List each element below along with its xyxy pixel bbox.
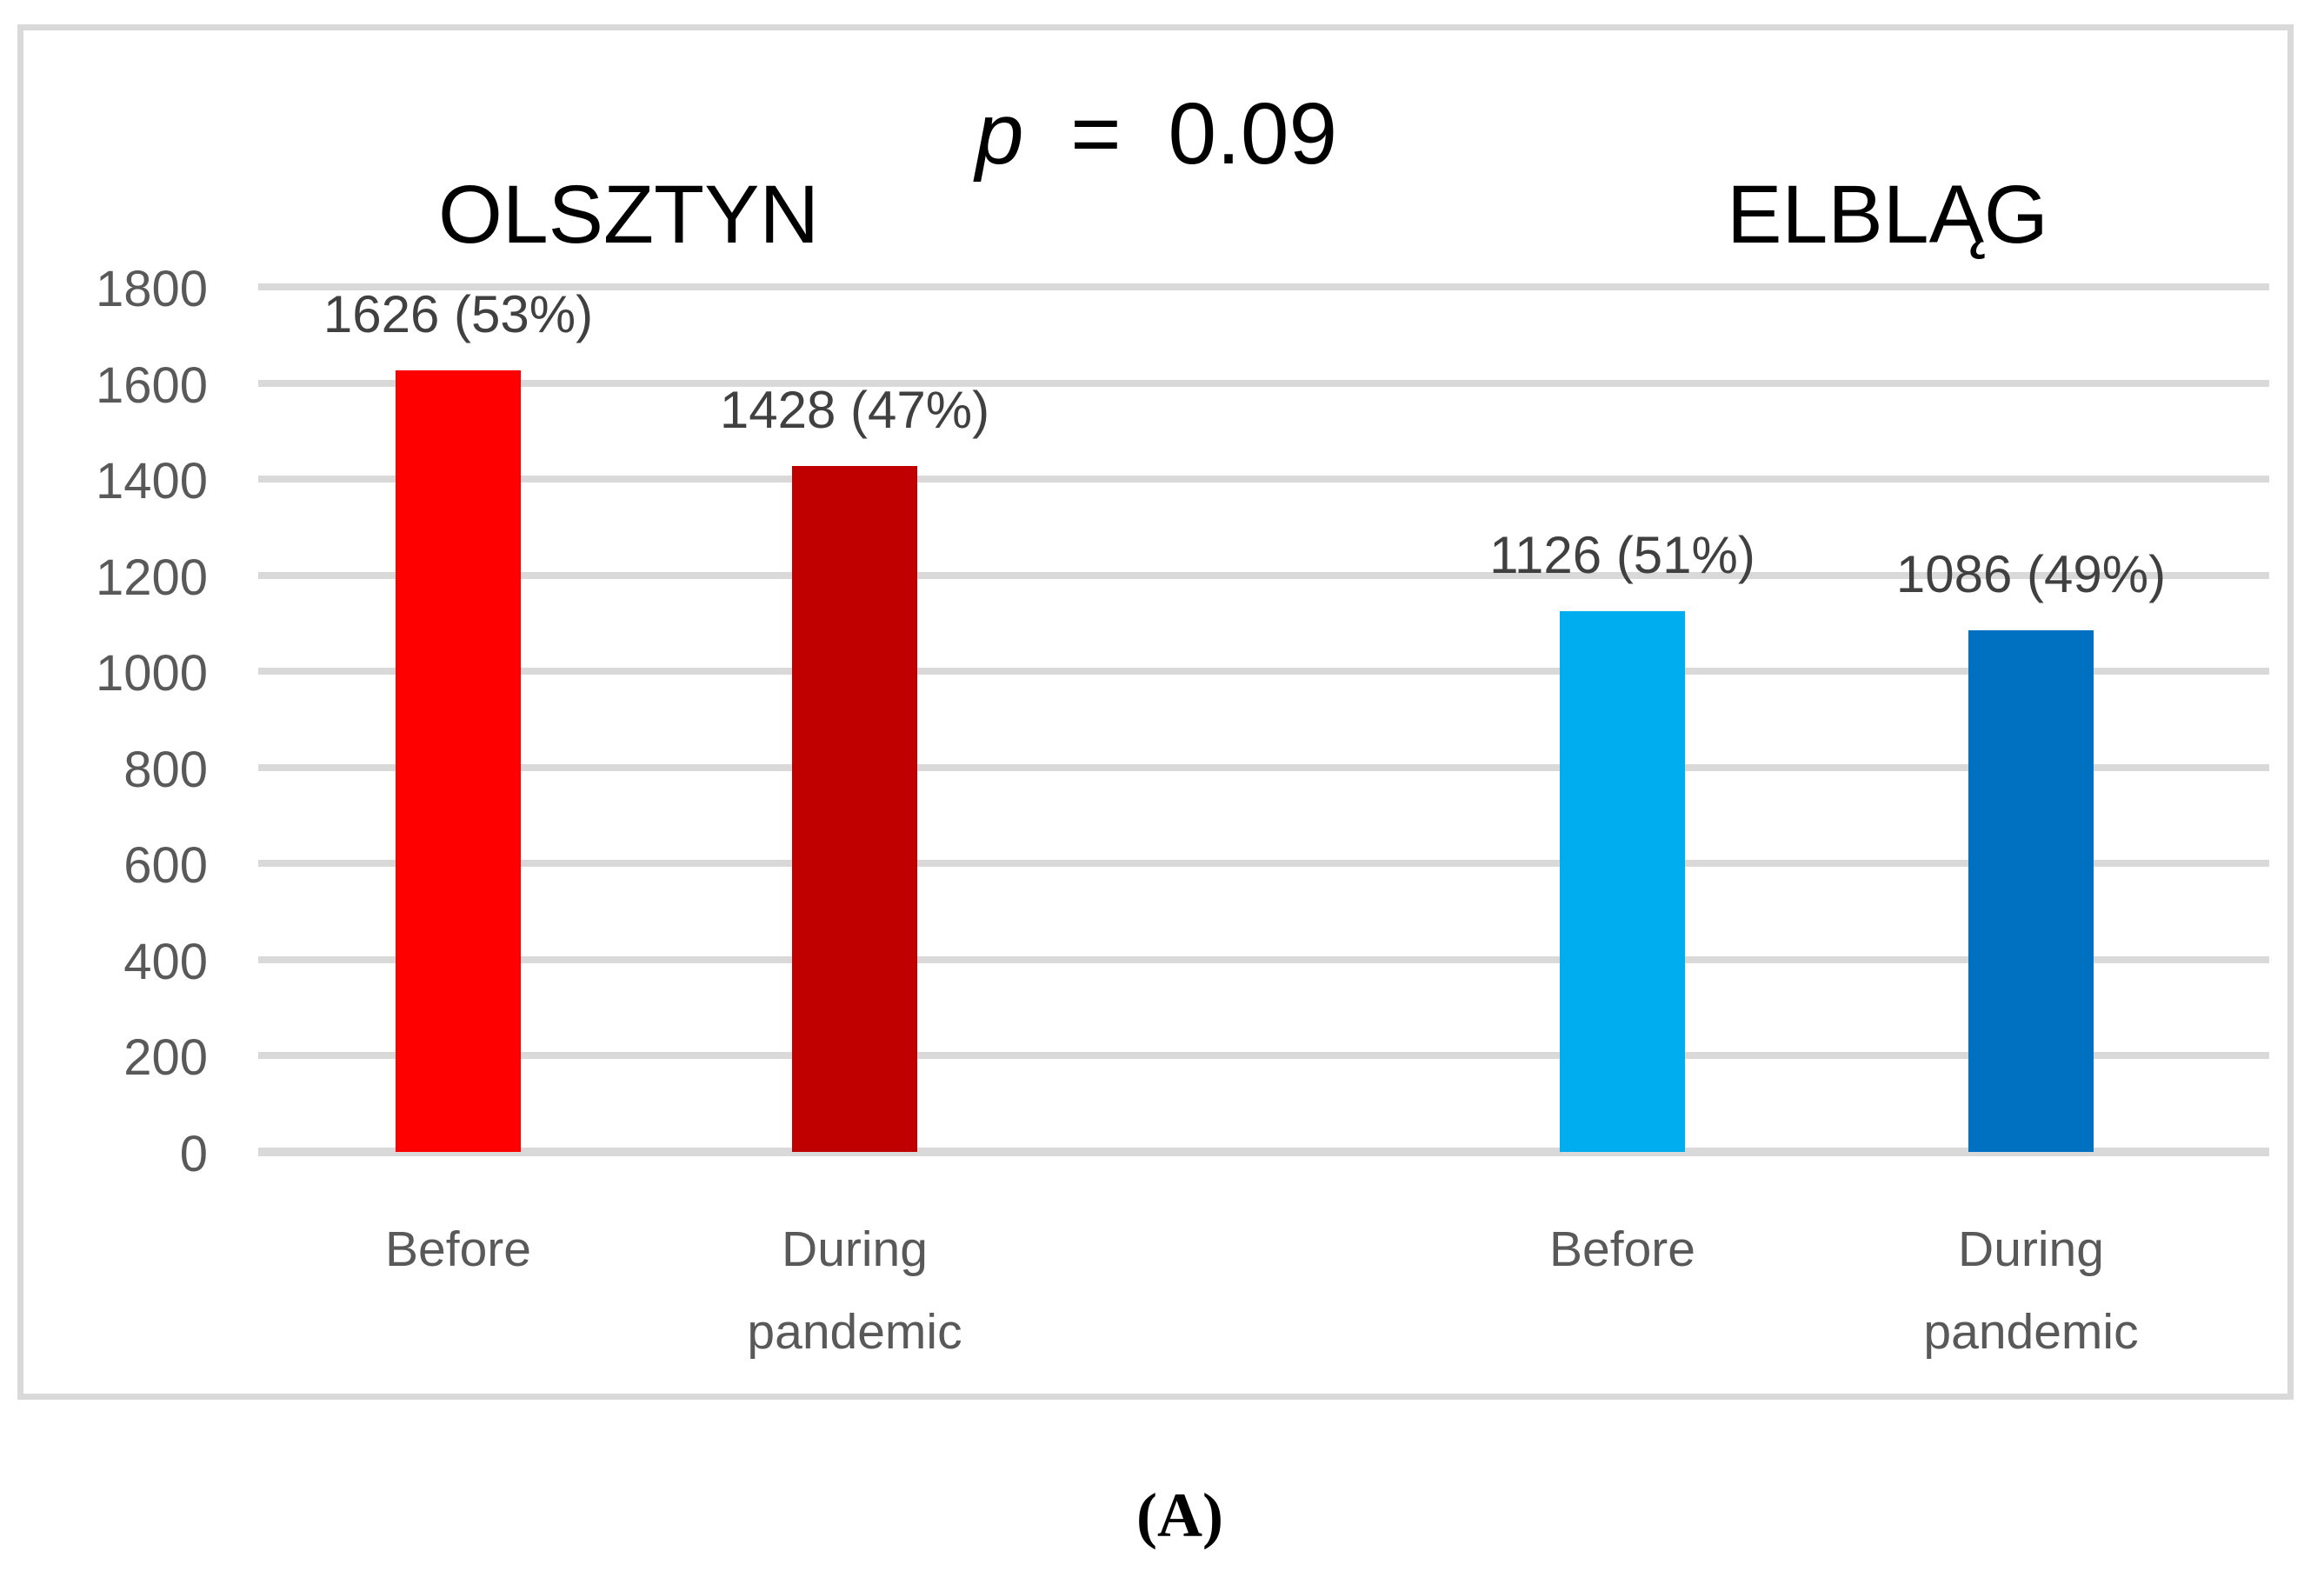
gridline-400: [258, 955, 2269, 963]
gridline-1400: [258, 476, 2269, 483]
category-label-elblag-during-pandemic: During pandemic: [1923, 1221, 2139, 1360]
data-label-elblag-during-pandemic: 1086 (49%): [1895, 544, 2167, 603]
p-symbol: p: [975, 85, 1024, 183]
y-tick-label-600: 600: [123, 837, 208, 895]
group-title-olsztyn: OLSZTYN: [437, 169, 820, 261]
y-tick-label-1800: 1800: [95, 261, 208, 317]
plot-area: 0 200 400 600 800 1000 1200 1400 1600 1800 1626 (5…: [23, 30, 2287, 1394]
chart-frame: p = 0.09 OLSZTYN ELBLĄG 0 200 400 600 800 100…: [17, 24, 2294, 1400]
group-title-elblag: ELBLĄG: [1727, 169, 2048, 261]
y-tick-label-200: 200: [123, 1029, 208, 1087]
equals-sign: =: [1070, 85, 1122, 183]
data-label-elblag-before: 1126 (51%): [1489, 525, 1755, 584]
data-label-olsztyn-before: 1626 (53%): [323, 285, 594, 344]
gridline-1200: [258, 571, 2269, 579]
category-label-olsztyn-during-pandemic: During pandemic: [747, 1221, 962, 1360]
bar-olsztyn-before: [396, 370, 521, 1152]
y-tick-label-1400: 1400: [95, 453, 208, 510]
bar-elblag-before: [1560, 610, 1685, 1152]
y-tick-label-0: 0: [179, 1126, 208, 1182]
category-label-elblag-before: Before: [1549, 1221, 1695, 1277]
y-tick-label-800: 800: [123, 741, 208, 798]
gridline-600: [258, 860, 2269, 868]
x-axis-line: [258, 1148, 2269, 1156]
y-tick-label-1600: 1600: [95, 356, 208, 414]
y-tick-label-400: 400: [123, 933, 208, 990]
gridline-200: [258, 1052, 2269, 1060]
bar-olsztyn-during-pandemic: [792, 465, 917, 1152]
y-tick-label-1000: 1000: [95, 645, 208, 702]
p-value: 0.09: [1168, 85, 1338, 183]
gridline-800: [258, 763, 2269, 771]
y-tick-label-1200: 1200: [95, 549, 208, 606]
figure-caption: (A): [1136, 1481, 1223, 1550]
gridline-1000: [258, 668, 2269, 676]
gridline-1800: [258, 283, 2269, 290]
data-label-olsztyn-during-pandemic: 1428 (47%): [719, 380, 990, 439]
category-label-olsztyn-before: Before: [385, 1221, 531, 1277]
gridline-1600: [258, 379, 2269, 387]
chart-title: p = 0.09: [809, 84, 1504, 184]
bar-elblag-during-pandemic: [1968, 629, 2094, 1152]
